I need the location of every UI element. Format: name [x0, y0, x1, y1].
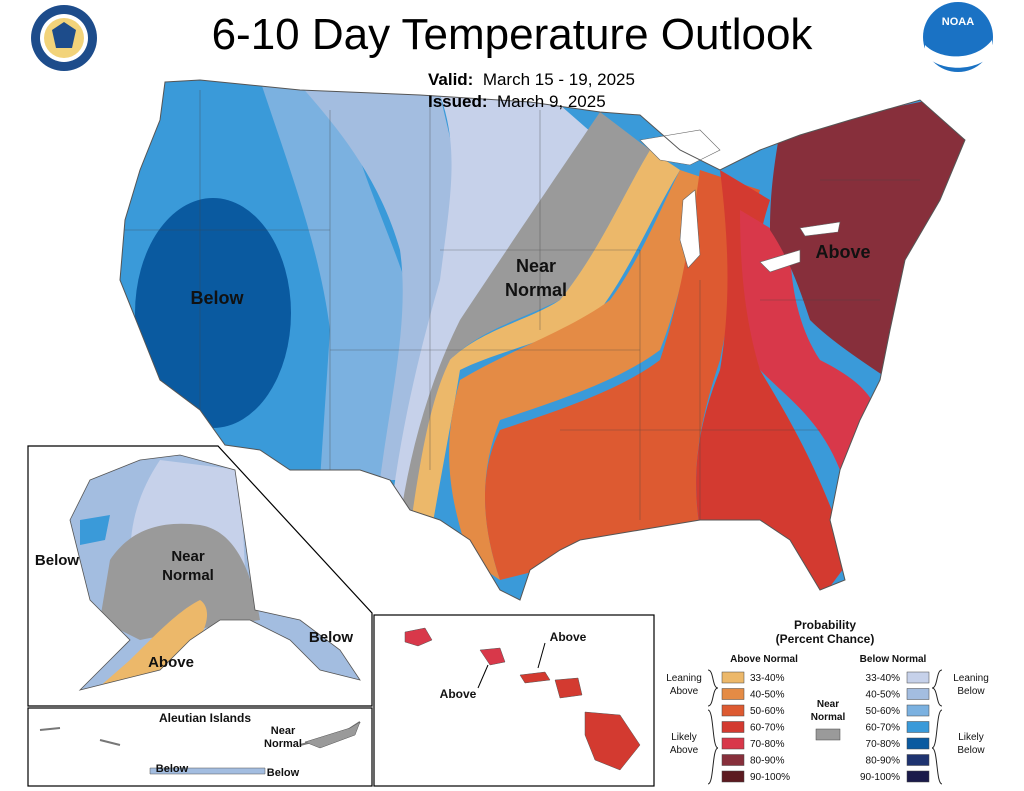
hawaii-inset [373, 614, 655, 787]
legend-above-swatch-4 [721, 737, 745, 750]
issued-label: Issued: [428, 92, 488, 111]
noaa-logo-icon: NOAA [923, 2, 993, 72]
label-alaska-near-2: Normal [162, 567, 214, 584]
legend-above-label-4: 70-80% [750, 739, 785, 750]
department-of-commerce-seal-icon [31, 5, 97, 71]
page-title: 6-10 Day Temperature Outlook [211, 10, 813, 59]
legend-near-normal-swatch [815, 728, 841, 741]
great-lakes [639, 129, 721, 166]
legend-likely-above-2: Above [670, 745, 699, 756]
valid-value: March 15 - 19, 2025 [482, 70, 635, 89]
label-conus-near-2: Normal [505, 280, 567, 300]
legend-above-label-6: 90-100% [750, 772, 790, 783]
legend-below-head: Below Normal [860, 654, 927, 665]
legend-below-label-6: 90-100% [860, 772, 900, 783]
label-aleutian-title: Aleutian Islands [159, 711, 251, 725]
legend-leaning-above-1: Leaning [666, 673, 702, 684]
legend-below-label-1: 40-50% [866, 690, 901, 701]
legend-below-swatch-2 [906, 704, 930, 717]
legend-title-2: (Percent Chance) [776, 632, 875, 646]
legend-leaning-below-2: Below [957, 686, 985, 697]
legend-below-swatch-3 [906, 721, 930, 733]
legend-above-swatch-2 [721, 704, 745, 717]
legend-above-swatch-1 [721, 688, 745, 700]
label-aleutian-near-2: Normal [264, 738, 302, 750]
legend-below-swatch-4 [906, 737, 930, 750]
legend-above-swatch-6 [721, 770, 745, 783]
legend-leaning-below-1: Leaning [953, 673, 989, 684]
valid-label: Valid: [428, 70, 474, 89]
legend-above-swatch-0 [721, 671, 745, 684]
legend-above-label-0: 33-40% [750, 673, 785, 684]
label-alaska-near-1: Near [171, 548, 205, 565]
legend-below-label-4: 70-80% [866, 739, 901, 750]
label-hawaii-above-2: Above [440, 687, 477, 701]
legend-below-swatch-0 [906, 671, 930, 684]
legend-likely-below-2: Below [957, 745, 985, 756]
label-alaska-below-west: Below [35, 552, 80, 569]
issued-date: Issued: March 9, 2025 [428, 92, 606, 112]
label-conus-above: Above [815, 242, 870, 262]
legend-below-swatch-5 [906, 754, 930, 766]
legend-title-1: Probability [794, 618, 856, 632]
label-conus-near-1: Near [516, 256, 556, 276]
legend-below-swatch-1 [906, 688, 930, 700]
legend-above-head: Above Normal [730, 654, 798, 665]
legend-near-2: Normal [811, 712, 846, 723]
legend: Probability (Percent Chance) Above Norma… [666, 618, 989, 785]
legend-likely-below-1: Likely [958, 732, 984, 743]
legend-below-label-0: 33-40% [866, 673, 901, 684]
label-aleutian-below-1: Below [156, 763, 189, 775]
valid-dates: Valid: March 15 - 19, 2025 [428, 70, 635, 90]
label-alaska-above: Above [148, 654, 194, 671]
legend-above-label-3: 60-70% [750, 723, 785, 734]
legend-below-label-5: 80-90% [866, 756, 901, 767]
label-alaska-below-se: Below [309, 629, 354, 646]
legend-above-label-5: 80-90% [750, 756, 785, 767]
legend-above-label-2: 50-60% [750, 706, 785, 717]
svg-text:NOAA: NOAA [942, 16, 974, 28]
legend-above-swatch-5 [721, 754, 745, 766]
legend-below-swatch-6 [906, 770, 930, 783]
label-hawaii-above-1: Above [550, 630, 587, 644]
legend-below-label-2: 50-60% [866, 706, 901, 717]
legend-near-1: Near [817, 699, 839, 710]
label-aleutian-below-2: Below [267, 767, 300, 779]
legend-above-label-1: 40-50% [750, 690, 785, 701]
legend-below-label-3: 60-70% [866, 723, 901, 734]
label-aleutian-near-1: Near [271, 725, 296, 737]
issued-value: March 9, 2025 [496, 92, 606, 111]
legend-leaning-above-2: Above [670, 686, 699, 697]
aleutian-inset [27, 707, 373, 787]
label-conus-below: Below [190, 288, 244, 308]
legend-above-swatch-3 [721, 721, 745, 733]
alaska-inset [27, 445, 373, 707]
legend-likely-above-1: Likely [671, 732, 697, 743]
